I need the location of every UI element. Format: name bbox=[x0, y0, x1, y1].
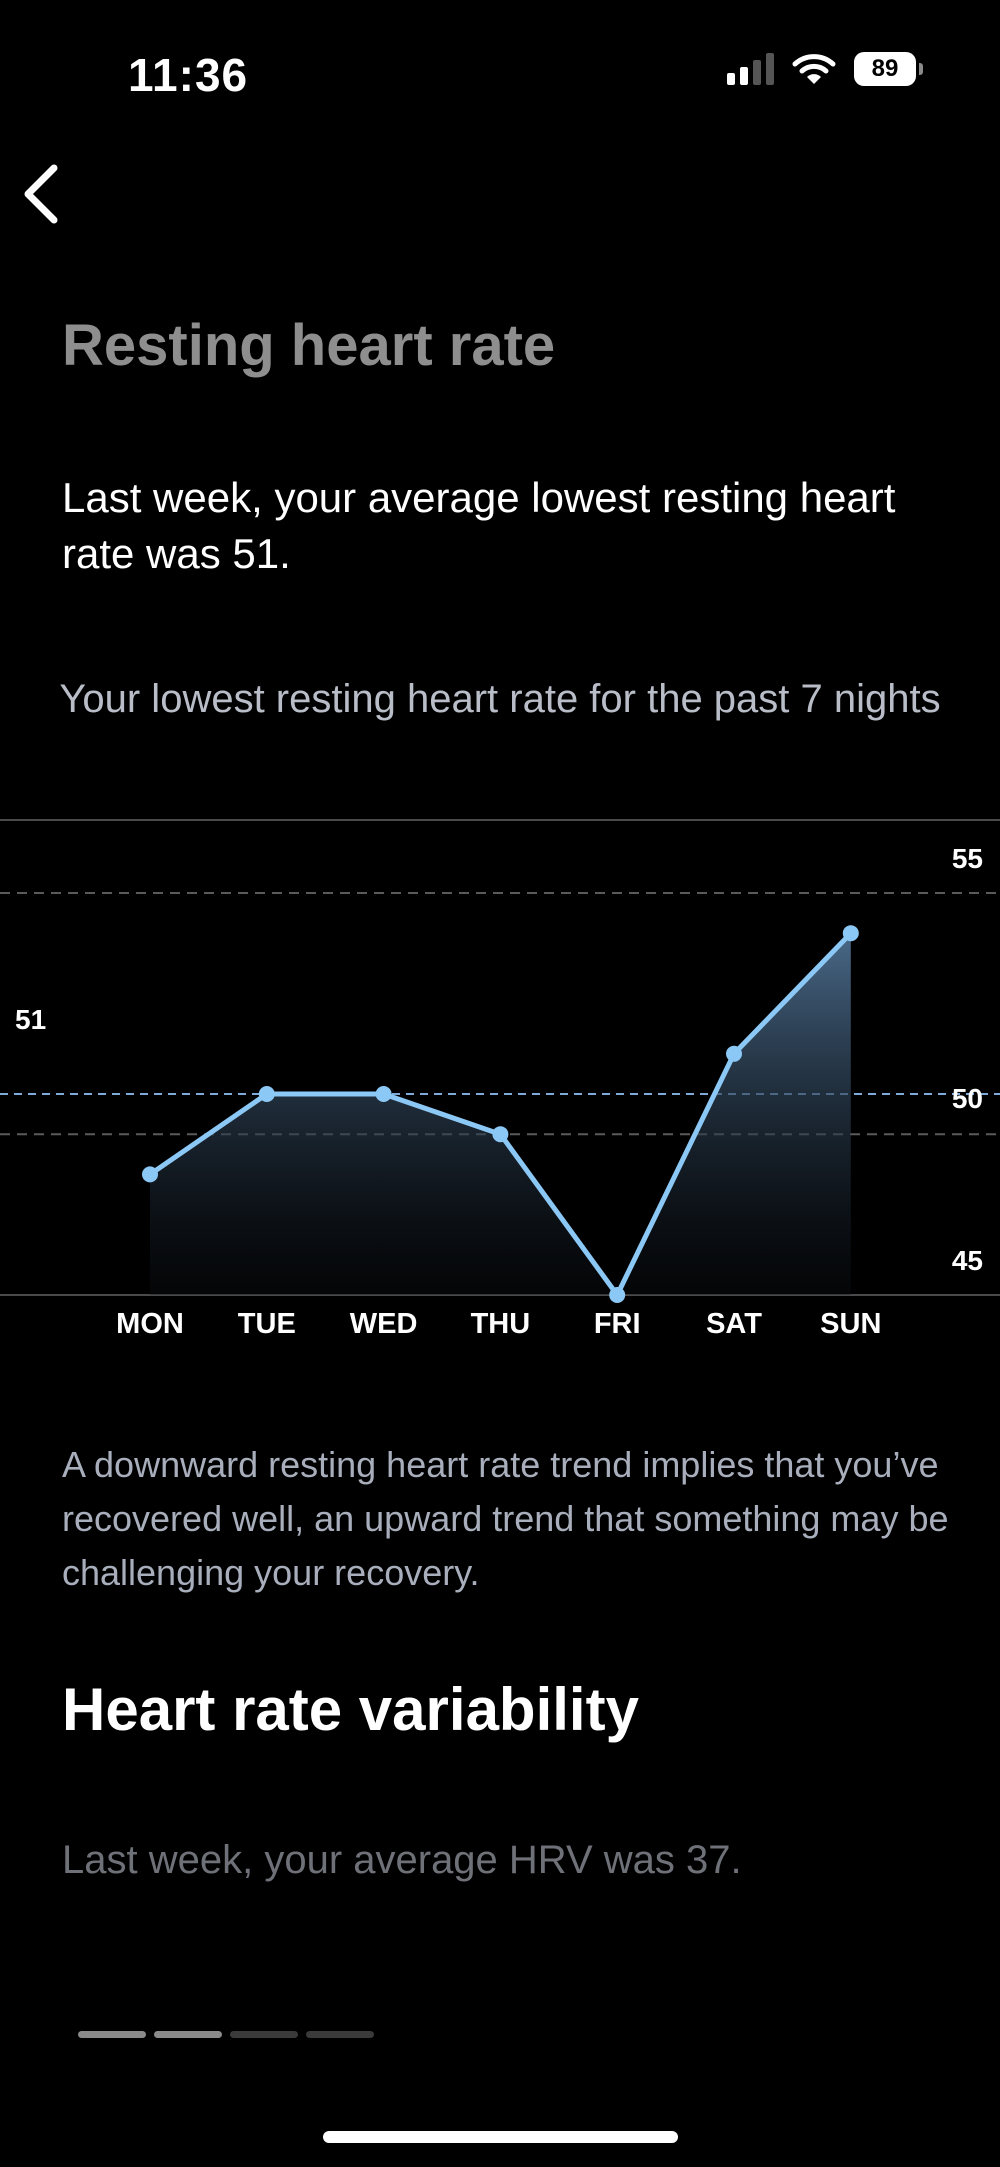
page-indicator bbox=[78, 2031, 374, 2038]
data-point-sun bbox=[842, 925, 859, 942]
page-indicator-segment bbox=[230, 2031, 298, 2038]
page-indicator-segment bbox=[306, 2031, 374, 2038]
wifi-icon bbox=[792, 54, 836, 84]
data-point-mon bbox=[142, 1166, 158, 1183]
status-time: 11:36 bbox=[128, 49, 249, 101]
data-point-tue bbox=[258, 1086, 275, 1102]
page-indicator-segment bbox=[154, 2031, 222, 2038]
area-fill bbox=[150, 933, 851, 1295]
section-title-hrv: Heart rate variability bbox=[62, 1676, 639, 1743]
data-point-sat bbox=[726, 1045, 742, 1062]
x-tick-label-wed: WED bbox=[350, 1308, 418, 1340]
battery-icon: 89 bbox=[854, 52, 923, 86]
data-point-thu bbox=[492, 1126, 509, 1143]
x-tick-label-mon: MON bbox=[116, 1308, 184, 1340]
hrv-summary-text: Last week, your average HRV was 37. bbox=[62, 1838, 742, 1882]
resting-heart-rate-chart: 55 50 45 51 MON TUE WED THU FRI SAT SUN bbox=[0, 819, 1000, 1340]
y-tick-label: 50 bbox=[952, 1083, 983, 1114]
data-point-wed bbox=[375, 1086, 392, 1102]
x-tick-label-tue: TUE bbox=[238, 1308, 296, 1340]
page-title: Resting heart rate bbox=[62, 313, 556, 378]
page-indicator-segment bbox=[78, 2031, 146, 2038]
x-tick-label-thu: THU bbox=[471, 1308, 531, 1340]
x-tick-label-sun: SUN bbox=[820, 1308, 881, 1340]
status-icons: 89 bbox=[727, 52, 923, 86]
x-tick-label-fri: FRI bbox=[594, 1308, 641, 1340]
cellular-signal-icon bbox=[727, 53, 774, 85]
trend-description: A downward resting heart rate trend impl… bbox=[62, 1444, 949, 1593]
chart-title: Your lowest resting heart rate for the p… bbox=[59, 677, 941, 721]
summary-text: Last week, your average lowest resting h… bbox=[62, 474, 896, 577]
data-point-fri bbox=[609, 1287, 626, 1303]
chevron-left-icon bbox=[24, 164, 58, 224]
x-tick-label-sat: SAT bbox=[706, 1308, 762, 1340]
y-tick-label: 55 bbox=[952, 843, 983, 874]
home-indicator[interactable] bbox=[323, 2131, 678, 2143]
back-button[interactable] bbox=[14, 160, 74, 230]
average-label: 51 bbox=[15, 1004, 46, 1035]
y-tick-label: 45 bbox=[952, 1245, 983, 1276]
